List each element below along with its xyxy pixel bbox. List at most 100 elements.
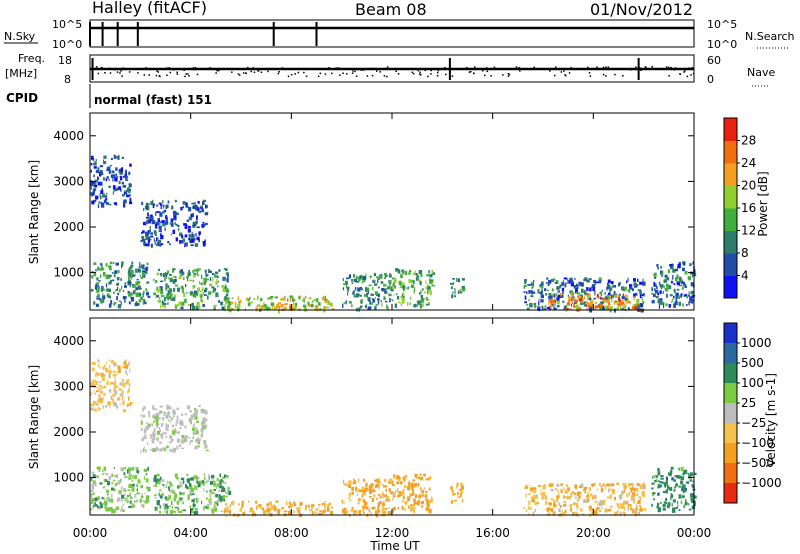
velocity-cell xyxy=(108,389,112,393)
velocity-cell xyxy=(531,500,534,503)
velocity-cell xyxy=(288,501,291,505)
velocity-cell xyxy=(407,486,411,491)
velocity-cell xyxy=(221,486,224,489)
power-cell xyxy=(607,279,611,284)
velocity-cell xyxy=(90,508,93,511)
power-cell xyxy=(114,270,117,274)
velocity-cell xyxy=(156,478,160,482)
freq-tick-bottom: 8 xyxy=(64,73,71,86)
velocity-cell xyxy=(576,491,579,497)
power-cell xyxy=(93,174,95,178)
power-cell xyxy=(183,292,186,297)
power-cell xyxy=(201,208,204,213)
velocity-cell xyxy=(96,475,99,478)
velocity-cell xyxy=(155,408,158,411)
velocity-cell xyxy=(170,417,174,420)
velocity-cell xyxy=(209,492,213,495)
velocity-cell xyxy=(656,505,659,509)
power-cell xyxy=(384,272,387,276)
power-cell xyxy=(633,282,637,287)
power-cell xyxy=(245,297,248,301)
power-cell xyxy=(655,295,659,299)
power-cbar-segment xyxy=(724,275,737,299)
velocity-cell xyxy=(203,507,205,511)
power-cell xyxy=(308,297,312,300)
power-cell xyxy=(188,234,192,238)
nave-dot xyxy=(424,69,426,72)
power-cell xyxy=(560,295,564,298)
power-cell xyxy=(117,269,120,274)
velocity-cell xyxy=(121,379,125,383)
power-cell xyxy=(95,159,98,161)
power-cell xyxy=(192,275,196,278)
velocity-cell xyxy=(459,496,462,498)
power-cell xyxy=(217,285,219,288)
power-cell xyxy=(685,304,688,306)
power-cell xyxy=(125,169,127,174)
power-cell xyxy=(160,273,163,277)
power-cell xyxy=(676,274,679,278)
power-cell xyxy=(687,276,692,281)
nave-dot xyxy=(281,67,284,69)
velocity-cell xyxy=(693,472,697,475)
velocity-cell xyxy=(221,480,225,483)
power-cell xyxy=(413,289,415,294)
velocity-cell xyxy=(197,440,199,444)
power-cell xyxy=(593,279,597,283)
power-cell xyxy=(173,287,176,292)
velocity-cell xyxy=(395,489,397,494)
velocity-cell xyxy=(103,466,107,471)
velocity-cell xyxy=(659,481,662,484)
velocity-cell xyxy=(628,484,630,487)
velocity-cell xyxy=(456,491,459,496)
velocity-cell xyxy=(226,475,228,480)
velocity-cell xyxy=(201,431,204,434)
power-cell xyxy=(172,279,176,284)
power-cell xyxy=(194,268,197,272)
power-cell xyxy=(167,270,170,274)
nave-dot xyxy=(635,66,637,68)
velocity-cell xyxy=(195,411,198,415)
power-cell xyxy=(123,203,126,208)
power-cell xyxy=(675,297,678,301)
power-cell xyxy=(388,298,392,301)
velocity-cell xyxy=(363,511,365,514)
power-cell xyxy=(619,293,621,296)
velocity-cell xyxy=(108,359,110,362)
velocity-cell xyxy=(529,487,534,492)
power-cell xyxy=(541,305,544,309)
velocity-cell xyxy=(553,499,556,504)
velocity-cell xyxy=(450,500,453,504)
power-cell xyxy=(345,280,348,285)
power-cell xyxy=(90,155,94,160)
power-cell xyxy=(618,296,620,301)
power-cell xyxy=(139,293,141,298)
power-cell xyxy=(216,275,219,278)
power-cell xyxy=(149,238,152,241)
power-cell xyxy=(228,301,232,306)
power-cell xyxy=(676,265,679,270)
power-cell xyxy=(594,291,596,296)
power-cell xyxy=(289,297,291,302)
velocity-cell xyxy=(96,390,99,393)
velocity-cell xyxy=(262,507,264,511)
power-cell xyxy=(414,270,416,275)
velocity-cell xyxy=(681,487,683,492)
power-cell xyxy=(459,291,463,294)
power-cell xyxy=(568,296,572,301)
velocity-cell xyxy=(141,438,144,442)
velocity-cell xyxy=(107,402,111,405)
velocity-cell xyxy=(680,500,683,505)
nave-dot xyxy=(417,69,419,72)
velocity-cell xyxy=(163,411,166,416)
velocity-cell xyxy=(180,484,183,488)
velocity-cell xyxy=(376,497,378,500)
nave-dot xyxy=(109,72,112,74)
velocity-cell xyxy=(172,415,175,417)
power-cell xyxy=(608,300,610,305)
power-cell xyxy=(541,283,544,287)
velocity-cell xyxy=(213,504,216,509)
power-cell xyxy=(635,292,638,296)
velocity-cell xyxy=(386,495,389,500)
power-cell xyxy=(168,277,171,280)
